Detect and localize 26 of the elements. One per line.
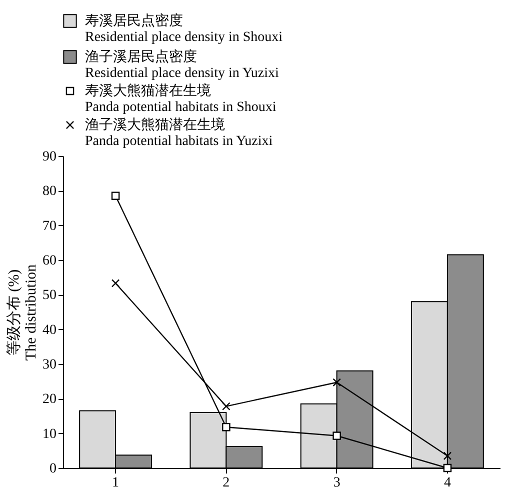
y-tick-label: 60 xyxy=(42,254,56,268)
y-tick-label: 30 xyxy=(42,358,56,372)
x-tick-label: 3 xyxy=(333,476,340,490)
x-tick-label: 4 xyxy=(444,476,451,490)
point xyxy=(332,378,341,387)
y-axis-title: 等级分布 (%) The distribution xyxy=(6,264,40,361)
point xyxy=(443,452,452,460)
point xyxy=(111,192,120,200)
point xyxy=(111,279,120,288)
y-tick-label: 0 xyxy=(50,462,56,476)
legend-label: 渔子溪大熊猫潜在生境 Panda potential habitats in Yuzixi xyxy=(85,117,273,149)
point xyxy=(222,402,230,410)
y-tick-label: 80 xyxy=(42,184,56,200)
legend-label: 寿溪大熊猫潜在生境 Panda potential habitats in Shouxi xyxy=(85,83,276,115)
legend-label: 渔子溪居民点密度 Residential place density in Yuzixi xyxy=(85,49,279,81)
y-tick-label: 20 xyxy=(42,392,56,408)
x-tick-label: 1 xyxy=(112,476,120,490)
y-tick-label: 10 xyxy=(42,426,56,442)
y-tick-label: 40 xyxy=(42,322,56,338)
y-tick-label: 50 xyxy=(42,288,56,304)
x-tick-label: 2 xyxy=(222,476,230,490)
legend-label: 寿溪居民点密度 Residential place density in Shouxi xyxy=(85,13,283,45)
y-tick-label: 70 xyxy=(42,218,56,234)
point xyxy=(332,432,341,440)
point xyxy=(222,422,230,432)
y-tick-label: 90 xyxy=(42,150,56,164)
